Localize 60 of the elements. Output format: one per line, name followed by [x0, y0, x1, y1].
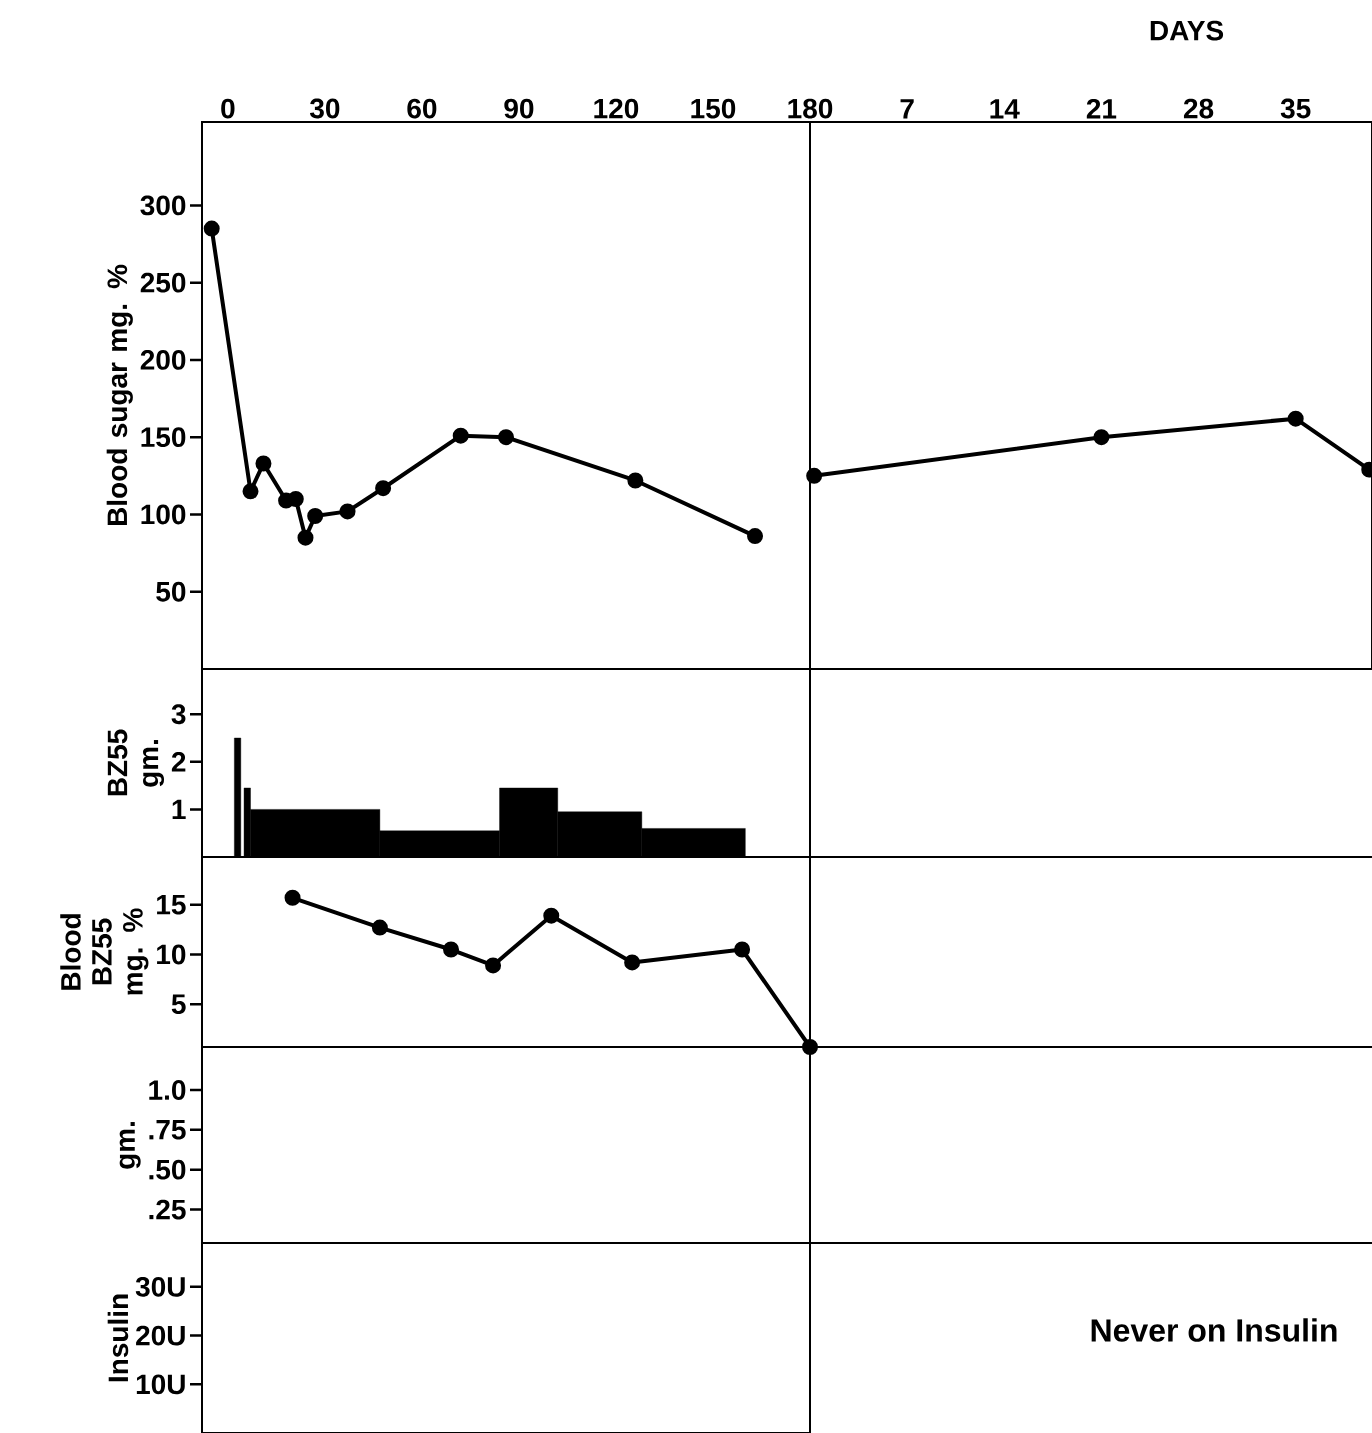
y-tick-label: 250	[140, 272, 186, 293]
y-tick-label: 15	[157, 894, 186, 915]
point	[443, 941, 460, 958]
y-tick-label: 10	[157, 944, 186, 965]
point	[498, 429, 514, 446]
point	[307, 508, 324, 525]
point	[242, 483, 259, 500]
point	[297, 529, 314, 546]
y-tick-label: 300	[140, 195, 186, 216]
point	[543, 907, 560, 924]
y-tick-label: 3	[171, 704, 186, 725]
x-tick-label: 150	[691, 98, 736, 119]
x-tick-label: 90	[504, 98, 534, 119]
point	[1287, 410, 1304, 427]
point	[287, 491, 304, 508]
y-tick-label: .75	[149, 1120, 186, 1140]
x-tick-label: 28	[1183, 98, 1214, 119]
y-tick-label: 150	[141, 427, 186, 448]
point	[485, 957, 502, 974]
x-tick-label: 60	[407, 98, 437, 119]
point	[806, 467, 823, 484]
point	[627, 472, 644, 489]
x-tick-label: 14	[990, 99, 1020, 119]
y-tick-label: .50	[149, 1159, 186, 1180]
point	[747, 528, 764, 545]
x-tick-label: 7	[900, 99, 914, 119]
y-axis-title: Blood sugar mg. %	[106, 264, 133, 526]
y-tick-label: 50	[156, 581, 186, 602]
y-axis-title: gm.	[119, 1122, 141, 1169]
point	[339, 503, 356, 520]
y-tick-label: 30U	[135, 1276, 185, 1297]
point	[371, 919, 388, 936]
y-tick-label: 20U	[136, 1325, 185, 1346]
point	[203, 220, 220, 237]
x-tick-label: 21	[1086, 98, 1117, 119]
x-tick-label: 0	[221, 98, 235, 119]
x-axis-title: DAYS	[1150, 20, 1224, 41]
y-tick-label: 10U	[136, 1374, 185, 1395]
x-tick-label: 30	[309, 98, 340, 119]
y-axis-title: BZ55 gm.	[107, 729, 165, 796]
x-tick-label: 180	[788, 98, 833, 119]
point	[255, 455, 272, 472]
point	[452, 427, 469, 444]
x-tick-label: 35	[1280, 98, 1311, 119]
y-axis-title: Insulin	[107, 1294, 129, 1382]
y-tick-label: 5	[171, 994, 186, 1014]
y-tick-label: 100	[141, 504, 186, 525]
x-tick-label: 120	[594, 98, 639, 119]
point	[734, 941, 751, 958]
text: Never on Insulin	[1091, 1318, 1337, 1342]
point	[375, 480, 392, 497]
point	[1093, 429, 1110, 446]
y-tick-label: 2	[171, 752, 186, 772]
y-tick-label: 1	[172, 799, 186, 820]
y-axis-title: Blood BZ55 mg. %	[60, 908, 149, 995]
y-tick-label: .25	[149, 1199, 186, 1220]
y-tick-label: 200	[140, 350, 186, 370]
point	[624, 954, 641, 971]
y-tick-label: 1.0	[149, 1080, 186, 1100]
point	[284, 889, 301, 906]
